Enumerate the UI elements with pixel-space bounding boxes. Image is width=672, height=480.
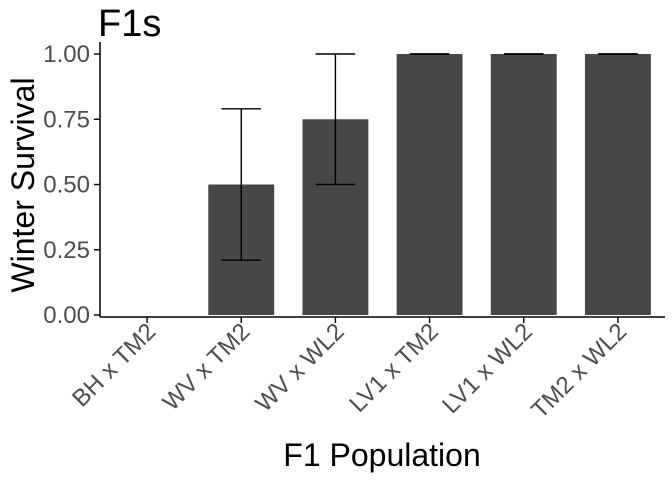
chart-title: F1s xyxy=(98,3,161,45)
x-tick-label: TM2 x WL2 xyxy=(526,318,632,424)
y-tick-label: 0.00 xyxy=(43,302,90,329)
y-tick-label: 0.75 xyxy=(43,106,90,133)
bar xyxy=(396,54,463,315)
error-bars-layer xyxy=(221,53,638,261)
x-tick-label: LV1 x TM2 xyxy=(344,318,444,418)
y-tick-label: 0.50 xyxy=(43,172,90,199)
y-tick-label: 1.00 xyxy=(43,41,90,68)
error-bar xyxy=(315,53,356,186)
x-tick-label: BH x TM2 xyxy=(67,318,161,412)
x-tick-label: WV x WL2 xyxy=(250,318,349,417)
x-tick-label: LV1 x WL2 xyxy=(437,318,538,419)
bar xyxy=(584,54,651,315)
y-ticks-layer: 0.00 0.25 0.50 0.75 1.00 xyxy=(43,41,100,329)
bar xyxy=(490,54,557,315)
bars-layer xyxy=(208,54,651,315)
y-axis-title: Winter Survival xyxy=(5,77,41,292)
error-bar xyxy=(221,108,262,261)
y-tick-label: 0.25 xyxy=(43,237,90,264)
x-tick-label: WV x TM2 xyxy=(158,318,256,416)
x-axis-title: F1 Population xyxy=(283,437,480,473)
